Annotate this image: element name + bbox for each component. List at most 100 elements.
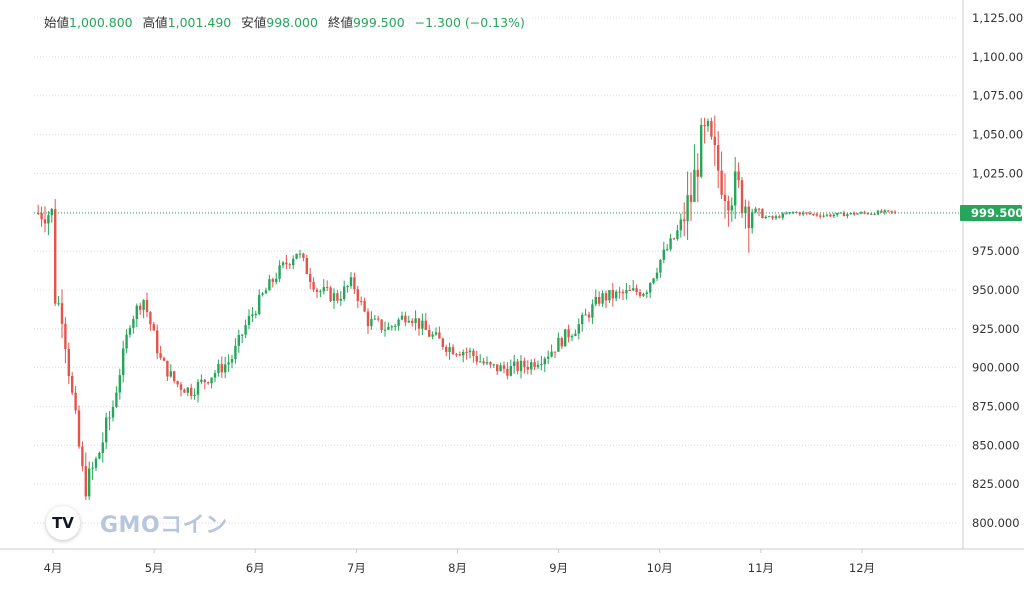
candle-body (604, 293, 608, 301)
candle-body (319, 291, 322, 293)
candle-body (632, 288, 635, 291)
candle-body (128, 327, 132, 335)
candle-body (169, 371, 172, 377)
candle-body (118, 375, 121, 393)
candle-body (421, 320, 424, 329)
candle-body (312, 281, 315, 290)
candle-body (499, 365, 502, 372)
candle-body (866, 213, 869, 215)
candle-body (360, 300, 363, 302)
candle-body (581, 315, 584, 325)
candle-body (887, 210, 890, 212)
candle-body (404, 315, 407, 323)
candle-body (740, 180, 744, 214)
candle-body (564, 329, 567, 347)
x-tick-label: 5月 (145, 561, 164, 575)
candle-body (778, 216, 781, 218)
candle-body (292, 258, 295, 266)
candle-body (584, 314, 587, 316)
y-tick-label: 850.000 (972, 438, 1020, 452)
y-tick-label: 875.000 (972, 399, 1020, 413)
candle-body (768, 216, 771, 218)
candle-body (366, 311, 370, 327)
candle-body (438, 332, 441, 339)
x-tick-label: 11月 (748, 561, 774, 575)
candle-body (370, 318, 373, 327)
candle-body (125, 334, 128, 349)
candle-body (706, 121, 710, 127)
candle-body (506, 368, 509, 376)
candle-body (111, 406, 115, 418)
candle-body (431, 334, 434, 337)
candle-body (448, 347, 451, 352)
candle-body (302, 253, 305, 258)
candle-body (441, 338, 444, 347)
tradingview-logo-icon[interactable]: TV (46, 506, 80, 540)
candle-body (298, 253, 302, 255)
candle-body (734, 171, 737, 206)
candle-body (662, 249, 665, 260)
candle-body (40, 213, 43, 220)
candle-body (615, 291, 618, 299)
candle-body (203, 379, 206, 383)
candle-body (591, 304, 594, 318)
candle-body (567, 329, 570, 338)
candle-body (710, 121, 713, 137)
candle-body (863, 212, 866, 214)
candle-body (57, 303, 60, 305)
x-tick-label: 6月 (246, 561, 265, 575)
candle-body (179, 384, 183, 390)
candle-body (234, 345, 237, 360)
candle-body (91, 467, 94, 469)
candle-body (390, 326, 393, 328)
candle-body (598, 296, 601, 304)
candle-body (122, 348, 125, 376)
candles (37, 115, 897, 500)
x-tick-label: 4月 (44, 561, 63, 575)
candle-body (268, 279, 271, 291)
candle-body (676, 230, 679, 240)
candle-body (621, 291, 625, 294)
x-tick-label: 12月 (849, 561, 875, 575)
high-value: 1,001.490 (167, 15, 232, 30)
y-tick-label: 925.000 (972, 322, 1020, 336)
candle-body (356, 289, 359, 301)
candle-body (417, 318, 421, 329)
candle-body (339, 298, 342, 301)
x-tick-label: 7月 (347, 561, 366, 575)
candle-body (842, 212, 846, 217)
candle-body (819, 215, 822, 217)
candle-body (190, 387, 193, 397)
candle-body (377, 318, 380, 320)
candle-body (513, 361, 516, 367)
candle-body (870, 213, 873, 215)
candle-body (101, 442, 104, 453)
candle-body (264, 290, 268, 294)
candle-body (142, 299, 145, 310)
candle-body (771, 216, 774, 219)
candle-body (132, 319, 135, 328)
candle-body (625, 289, 628, 294)
candle-body (679, 219, 682, 231)
candle-body (346, 285, 349, 287)
candle-body (305, 257, 308, 274)
x-axis-ticks: 4月 5月 6月 7月 8月 9月 10月 11月 12月 (44, 549, 875, 575)
candle-body (288, 264, 291, 266)
candle-body (730, 205, 733, 211)
candle-body (815, 214, 818, 216)
candle-body (618, 291, 621, 293)
candle-body (37, 213, 40, 215)
candle-body (74, 392, 77, 411)
candle-body (380, 319, 383, 330)
candle-body (451, 347, 455, 355)
candle-body (186, 387, 189, 393)
candle-body (727, 200, 730, 211)
candle-body (115, 392, 118, 407)
candle-body (241, 334, 244, 336)
candle-body (873, 213, 876, 215)
candle-body (258, 294, 261, 314)
candle-body (84, 466, 87, 497)
low-label: 安値 (241, 15, 267, 30)
